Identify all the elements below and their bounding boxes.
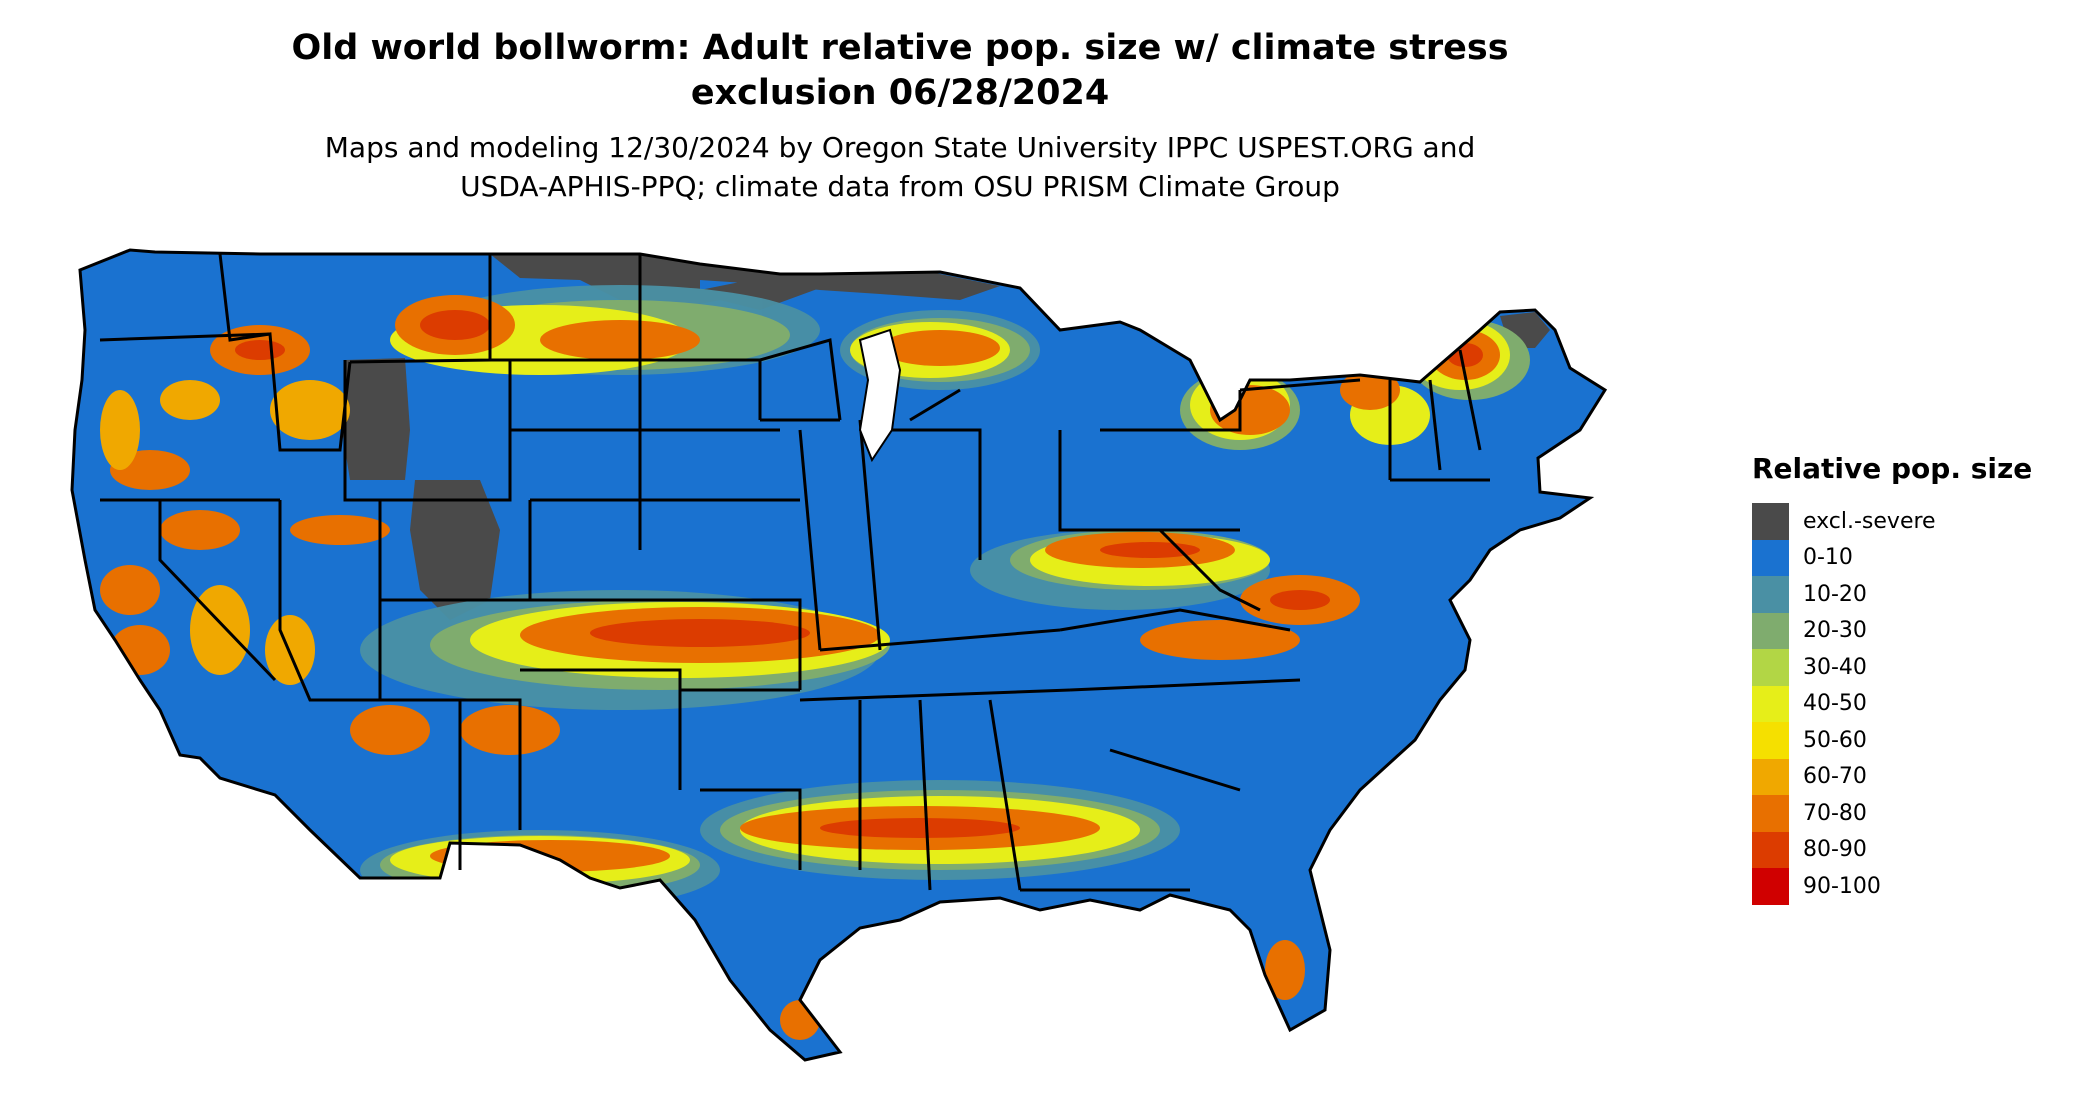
legend-item: 20-30 xyxy=(1752,612,2092,649)
legend-item: 90-100 xyxy=(1752,868,2092,905)
legend-item: 0-10 xyxy=(1752,539,2092,576)
legend-rows: excl.-severe 0-10 10-20 20-30 30-40 40-50 50-6… xyxy=(1752,503,2092,905)
legend-item: 40-50 xyxy=(1752,685,2092,722)
legend-swatch xyxy=(1752,685,1789,722)
legend-label: 10-20 xyxy=(1803,581,1867,607)
zone-exclusion-wyoming xyxy=(342,358,410,480)
legend-item: 70-80 xyxy=(1752,795,2092,832)
subtitle-line-2: USDA-APHIS-PPQ; climate data from OSU PR… xyxy=(460,170,1340,203)
state-borders xyxy=(70,248,1607,1062)
legend-label: 50-60 xyxy=(1803,727,1867,753)
map-title: Old world bollworm: Adult relative pop. … xyxy=(0,26,1800,116)
legend-label: 70-80 xyxy=(1803,800,1867,826)
legend-item: 10-20 xyxy=(1752,576,2092,613)
legend-swatch xyxy=(1752,758,1789,795)
legend-swatch xyxy=(1752,649,1789,686)
legend-item: 50-60 xyxy=(1752,722,2092,759)
legend-swatch xyxy=(1752,831,1789,868)
legend-label: 60-70 xyxy=(1803,764,1867,790)
legend-title: Relative pop. size xyxy=(1752,452,2033,485)
legend-label: 40-50 xyxy=(1803,691,1867,717)
legend-swatch xyxy=(1752,795,1789,832)
legend-label: 90-100 xyxy=(1803,873,1881,899)
legend-item: 80-90 xyxy=(1752,831,2092,868)
legend-item: excl.-severe xyxy=(1752,503,2092,540)
subtitle-line-1: Maps and modeling 12/30/2024 by Oregon S… xyxy=(324,131,1476,164)
legend-swatch xyxy=(1752,539,1789,576)
legend-swatch xyxy=(1752,503,1789,540)
legend-label: 80-90 xyxy=(1803,837,1867,863)
legend-label: 20-30 xyxy=(1803,618,1867,644)
map-subtitle: Maps and modeling 12/30/2024 by Oregon S… xyxy=(0,128,1800,206)
legend-swatch xyxy=(1752,868,1789,905)
legend-swatch xyxy=(1752,576,1789,613)
legend-item: 60-70 xyxy=(1752,758,2092,795)
legend-swatch xyxy=(1752,612,1789,649)
title-line-1: Old world bollworm: Adult relative pop. … xyxy=(291,28,1509,68)
lake-michigan xyxy=(858,328,902,463)
legend-item: 30-40 xyxy=(1752,649,2092,686)
zone-exclusion-colorado xyxy=(410,480,500,620)
legend-label: excl.-severe xyxy=(1803,508,1936,534)
legend-label: 0-10 xyxy=(1803,545,1853,571)
title-line-2: exclusion 06/28/2024 xyxy=(690,73,1110,113)
legend-swatch xyxy=(1752,722,1789,759)
legend-label: 30-40 xyxy=(1803,654,1867,680)
us-map xyxy=(70,248,1607,1062)
legend: Relative pop. size excl.-severe 0-10 10-20… xyxy=(1752,452,2092,905)
zone-80-90 xyxy=(235,310,1483,838)
